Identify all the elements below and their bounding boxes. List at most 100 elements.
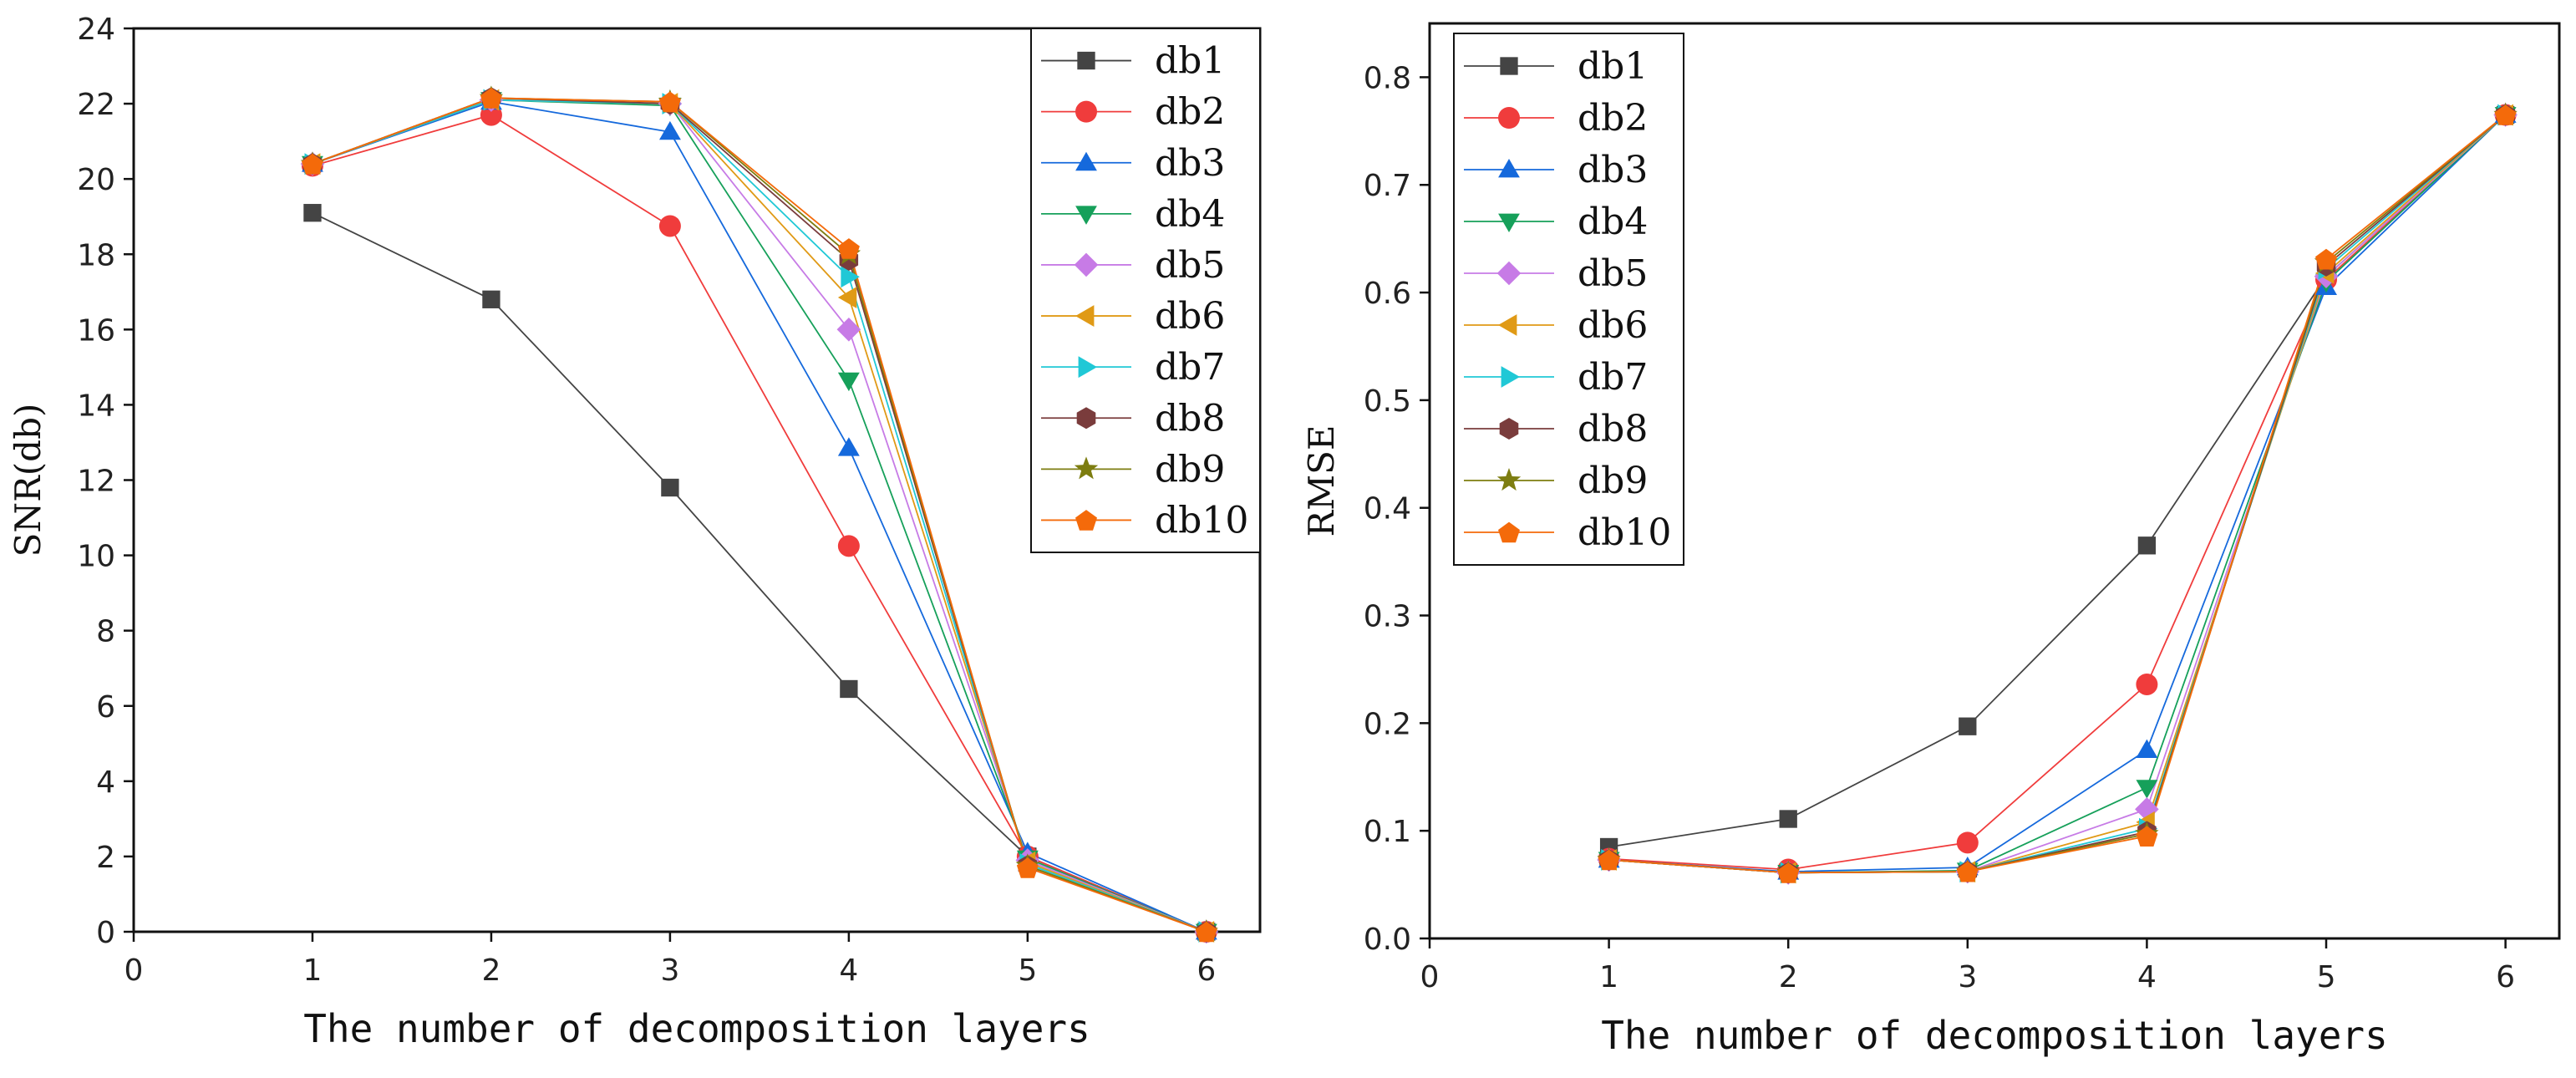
snr-legend-label: db9 [1155, 448, 1225, 491]
rmse-legend-marker [1496, 261, 1522, 286]
snr-y-tick-label: 6 [96, 690, 115, 725]
snr-legend-item-db2: db2 [1041, 91, 1225, 134]
snr-point-db1 [303, 204, 322, 222]
rmse-legend-marker [1498, 107, 1520, 129]
rmse-point-db1 [1959, 717, 1977, 735]
rmse-legend-item-db2: db2 [1464, 97, 1648, 140]
snr-y-tick-label: 0 [96, 916, 115, 950]
rmse-plot-frame [1428, 22, 2561, 940]
snr-point-db10 [837, 238, 860, 259]
snr-series-line-db2 [312, 114, 1207, 933]
rmse-point-db10 [2494, 104, 2517, 125]
snr-y-tick-label: 20 [77, 163, 115, 197]
snr-legend-marker [1076, 407, 1096, 430]
rmse-legend-label: db1 [1578, 45, 1648, 88]
snr-x-tick-label: 4 [839, 953, 858, 988]
rmse-legend-box [1453, 33, 1684, 566]
rmse-legend-item-db1: db1 [1464, 45, 1648, 88]
snr-point-db1 [661, 478, 679, 497]
snr-legend-item-db10: db10 [1041, 499, 1248, 542]
snr-y-tick-label: 22 [77, 88, 115, 122]
snr-point-db1 [840, 679, 858, 699]
rmse-legend-label: db8 [1578, 408, 1648, 450]
snr-legend-box [1030, 28, 1261, 553]
rmse-legend-marker [1498, 314, 1517, 336]
rmse-series-db8 [1608, 114, 2507, 874]
rmse-point-db10 [2136, 826, 2158, 847]
snr-legend-item-db9: db9 [1041, 448, 1225, 491]
snr-point-db7 [841, 266, 860, 288]
rmse-series-line-db2 [1608, 114, 2507, 871]
rmse-y-axis-title: RMSE [1301, 425, 1342, 536]
snr-legend-label: db4 [1155, 193, 1225, 236]
rmse-point-db10 [1777, 862, 1800, 883]
snr-legend-marker [1075, 206, 1097, 225]
rmse-legend-marker [1498, 213, 1520, 232]
snr-series-db7 [312, 99, 1207, 933]
rmse-legend-marker [1498, 159, 1520, 178]
rmse-point-db2 [1956, 831, 1979, 854]
rmse-legend-label: db10 [1578, 511, 1671, 554]
snr-legend-label: db6 [1155, 295, 1225, 338]
snr-chart-panel: 0 1 2 3 4 5 6 0 2 4 6 8 10 12 14 16 18 20 22 24 The number o… [8, 13, 1262, 1051]
rmse-chart-panel: 0 1 2 3 4 5 6 0.0 0.1 0.2 0.3 0.4 0.5 0.6 0.7 0.8 The nu… [1288, 0, 2576, 1078]
rmse-legend-item-db6: db6 [1464, 304, 1648, 347]
snr-series-db10 [312, 97, 1207, 933]
snr-x-axis-title: The number of decomposition layers [303, 1006, 1090, 1051]
rmse-point-db2 [2136, 673, 2158, 695]
snr-legend-label: db1 [1155, 40, 1225, 83]
rmse-point-db1 [2137, 536, 2157, 555]
snr-series-db3 [312, 100, 1207, 933]
rmse-series-line-db8 [1608, 114, 2507, 874]
snr-legend-item-db4: db4 [1041, 193, 1225, 236]
rmse-x-tick-label: 6 [2496, 960, 2515, 994]
snr-legend-marker [1078, 356, 1097, 379]
snr-legend-item-db6: db6 [1041, 295, 1225, 338]
snr-legend-item-db5: db5 [1041, 244, 1225, 287]
rmse-series-points-db10 [1598, 104, 2517, 883]
rmse-y-tick-label: 0.3 [1364, 600, 1411, 634]
snr-legend-marker [1075, 510, 1097, 531]
rmse-legend-item-db9: db9 [1464, 460, 1648, 502]
rmse-legend-item-db3: db3 [1464, 149, 1648, 191]
snr-legend-item-db3: db3 [1041, 142, 1225, 185]
rmse-legend-label: db5 [1578, 252, 1648, 295]
snr-legend-marker [1075, 305, 1095, 327]
rmse-legend-item-db7: db7 [1464, 356, 1648, 399]
rmse-x-tick-label: 4 [2137, 960, 2157, 994]
rmse-series-db2 [1608, 114, 2507, 871]
rmse-legend-label: db4 [1578, 201, 1648, 243]
snr-x-tick-label: 0 [124, 953, 144, 988]
snr-y-tick-label: 16 [77, 313, 115, 348]
rmse-legend-marker [1499, 418, 1519, 440]
rmse-series-line-db3 [1608, 114, 2507, 873]
rmse-x-tick-label: 3 [1958, 960, 1977, 994]
snr-y-tick-label: 14 [77, 389, 115, 423]
rmse-series-db3 [1608, 114, 2507, 873]
rmse-point-db4 [2136, 780, 2158, 799]
snr-point-db10 [302, 153, 323, 175]
rmse-legend-item-db10: db10 [1464, 511, 1671, 554]
snr-legend-label: db10 [1155, 499, 1248, 542]
snr-y-tick-label: 8 [96, 615, 115, 649]
rmse-x-tick-label: 5 [2317, 960, 2336, 994]
snr-y-axis-title: SNR(db) [8, 404, 48, 557]
snr-point-db10 [1016, 857, 1039, 878]
snr-x-tick-label: 5 [1018, 953, 1037, 988]
rmse-point-db10 [1598, 849, 1620, 871]
snr-legend-item-db1: db1 [1041, 40, 1225, 83]
snr-legend: db1 db2 db3 db4 db5 db6 db7 db8 db9 db10 [1030, 28, 1261, 553]
rmse-legend: db1 db2 db3 db4 db5 db6 db7 db8 db9 db10 [1453, 33, 1684, 566]
rmse-point-db1 [1779, 810, 1797, 828]
rmse-x-axis-title: The number of decomposition layers [1601, 1013, 2388, 1058]
snr-point-db10 [480, 88, 502, 109]
snr-y-tick-label: 10 [77, 540, 115, 574]
rmse-y-tick-label: 0.2 [1364, 707, 1411, 741]
rmse-x-tick-label: 1 [1599, 960, 1618, 994]
snr-point-db4 [837, 372, 860, 392]
rmse-legend-label: db2 [1578, 97, 1648, 140]
snr-legend-marker [1075, 100, 1097, 123]
snr-series-line-db3 [312, 100, 1207, 933]
snr-point-db1 [482, 290, 500, 308]
rmse-series-db10 [1608, 114, 2507, 874]
